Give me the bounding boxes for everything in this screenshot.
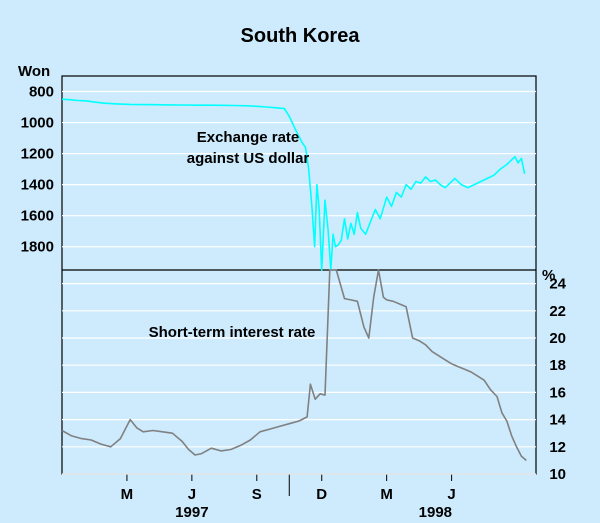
interest-panel-tick-label: 18 <box>549 357 566 374</box>
x-month-label: J <box>188 486 196 503</box>
exchange-panel-tick-label: 1600 <box>21 208 54 225</box>
interest-panel-tick-label: 24 <box>549 276 566 293</box>
interest-panel-tick-label: 16 <box>549 384 566 401</box>
exchange-panel-tick-label: 1200 <box>21 146 54 163</box>
interest-panel-series-line <box>61 269 527 462</box>
labels-layer: 800 1000 1200 1400 1600 1800 Won Exchange rate a… <box>18 63 567 521</box>
interest-panel-tick-label: 14 <box>549 412 566 429</box>
x-year-label: 1998 <box>419 504 452 521</box>
grid-lines <box>62 90 536 475</box>
exchange-panel-tick-label: 800 <box>29 84 54 101</box>
chart-title: South Korea <box>241 25 361 47</box>
x-year-label: 1997 <box>175 504 208 521</box>
exchange-panel-series-line <box>61 98 526 271</box>
series-layer <box>61 98 527 462</box>
interest-panel-tick-label: 20 <box>549 330 566 347</box>
interest-panel-series-label: Short-term interest rate <box>149 324 316 341</box>
exchange-panel-tick-label: 1400 <box>21 177 54 194</box>
x-month-label: S <box>252 486 262 503</box>
exchange-panel-tick-label: 1800 <box>21 239 54 256</box>
x-month-label: D <box>316 486 327 503</box>
exchange-panel-tick-label: 1000 <box>21 115 54 132</box>
x-month-label: M <box>121 486 134 503</box>
x-month-label: M <box>380 486 393 503</box>
series-label-line: Exchange rate <box>197 129 300 146</box>
interest-panel-tick-label: 22 <box>549 303 566 320</box>
interest-panel-tick-label: 12 <box>549 439 566 456</box>
interest-panel-unit-label: % <box>542 267 555 284</box>
exchange-panel-unit-label: Won <box>18 63 50 80</box>
series-label-line: against US dollar <box>187 150 310 167</box>
x-month-label: J <box>447 486 455 503</box>
exchange-panel-series-label: Exchange rate against US dollar <box>187 129 310 167</box>
interest-panel-tick-label: 10 <box>549 466 566 483</box>
